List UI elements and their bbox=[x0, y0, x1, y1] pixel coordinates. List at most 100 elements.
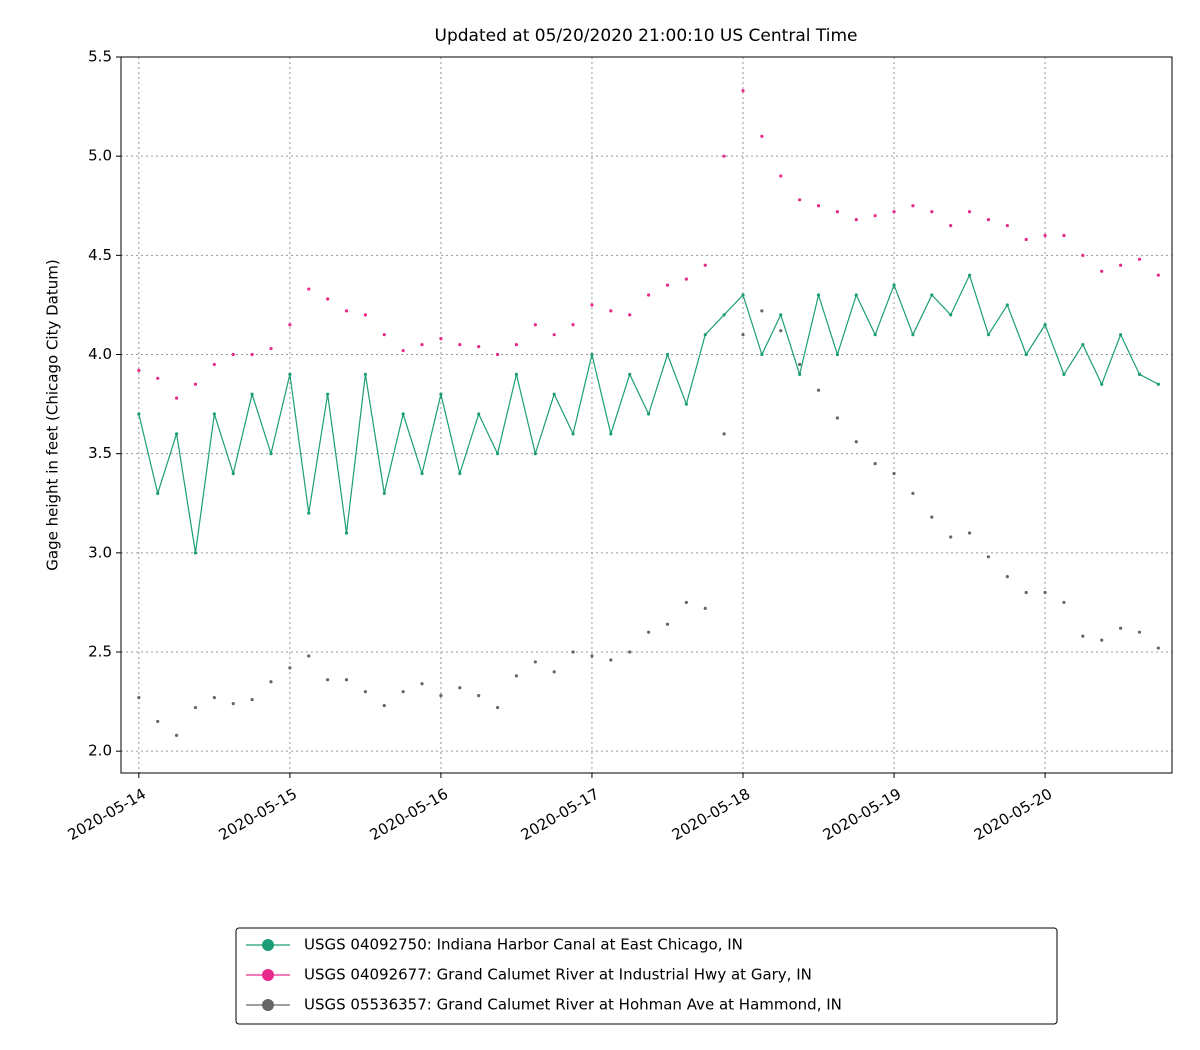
data-point bbox=[911, 204, 915, 208]
data-point bbox=[779, 313, 783, 317]
data-point bbox=[816, 293, 821, 297]
data-point bbox=[930, 293, 934, 297]
data-point bbox=[156, 491, 160, 495]
data-point bbox=[873, 461, 877, 466]
x-tick-label: 2020-05-17 bbox=[518, 785, 603, 844]
data-point bbox=[854, 218, 858, 222]
data-point bbox=[382, 703, 386, 708]
data-point bbox=[552, 392, 556, 396]
y-tick-label: 3.0 bbox=[88, 543, 112, 561]
data-point bbox=[458, 342, 462, 347]
legend-marker bbox=[262, 939, 274, 951]
data-point bbox=[816, 204, 821, 208]
data-point bbox=[250, 352, 254, 357]
data-point bbox=[533, 323, 537, 327]
data-point bbox=[930, 515, 934, 519]
data-point bbox=[174, 396, 179, 400]
legend-marker bbox=[262, 969, 274, 981]
data-point bbox=[684, 402, 688, 406]
data-point bbox=[269, 346, 273, 351]
data-point bbox=[1119, 263, 1123, 267]
data-point bbox=[835, 416, 840, 420]
data-point bbox=[477, 412, 481, 416]
data-point bbox=[760, 134, 764, 138]
data-point bbox=[269, 452, 273, 456]
legend-label: USGS 04092750: Indiana Harbor Canal at E… bbox=[304, 936, 743, 954]
data-point bbox=[1137, 372, 1142, 376]
data-point bbox=[514, 674, 519, 678]
data-point bbox=[1100, 382, 1104, 386]
data-point bbox=[590, 654, 594, 658]
data-point bbox=[344, 678, 349, 682]
data-point bbox=[571, 432, 575, 436]
data-point bbox=[1062, 233, 1066, 238]
data-point bbox=[1024, 352, 1028, 357]
data-point bbox=[326, 678, 330, 682]
data-point bbox=[174, 733, 179, 737]
data-point bbox=[156, 376, 160, 380]
data-point bbox=[986, 333, 991, 337]
data-point bbox=[288, 372, 292, 376]
data-point bbox=[760, 309, 764, 313]
data-point bbox=[439, 694, 443, 698]
data-point bbox=[609, 658, 613, 662]
data-point bbox=[911, 333, 915, 337]
data-point bbox=[949, 313, 953, 317]
data-point bbox=[986, 555, 991, 559]
data-point bbox=[363, 313, 367, 317]
data-point bbox=[873, 333, 877, 337]
data-point bbox=[552, 333, 556, 337]
data-point bbox=[835, 352, 840, 357]
data-point bbox=[665, 283, 670, 287]
legend-marker bbox=[262, 999, 274, 1011]
data-point bbox=[382, 333, 386, 337]
data-point bbox=[609, 309, 613, 313]
data-point bbox=[1156, 273, 1160, 277]
data-point bbox=[1119, 333, 1123, 337]
data-point bbox=[798, 362, 802, 367]
data-point bbox=[722, 313, 726, 317]
plot-frame bbox=[120, 56, 1173, 774]
data-point bbox=[1005, 223, 1009, 228]
data-point bbox=[307, 654, 311, 658]
data-point bbox=[231, 471, 235, 476]
data-point bbox=[288, 323, 292, 327]
data-point bbox=[401, 412, 405, 416]
data-point bbox=[646, 412, 651, 416]
data-point bbox=[495, 452, 500, 456]
data-point bbox=[722, 154, 726, 158]
data-point bbox=[949, 535, 953, 539]
data-point bbox=[477, 694, 481, 698]
data-point bbox=[646, 293, 651, 297]
data-point bbox=[495, 705, 500, 710]
data-point bbox=[854, 293, 858, 297]
data-point bbox=[193, 382, 198, 386]
data-point bbox=[609, 432, 613, 436]
data-point bbox=[986, 218, 991, 222]
y-axis-label: Gage height in feet (Chicago City Datum) bbox=[44, 259, 62, 570]
data-point bbox=[646, 630, 651, 634]
data-point bbox=[571, 650, 575, 654]
data-point bbox=[514, 372, 519, 376]
data-point bbox=[1119, 626, 1123, 630]
data-point bbox=[231, 352, 235, 357]
data-point bbox=[1156, 382, 1160, 386]
data-point bbox=[779, 329, 783, 333]
y-tick-label: 4.5 bbox=[88, 246, 112, 264]
data-point bbox=[514, 342, 519, 347]
data-point bbox=[401, 690, 405, 694]
data-point bbox=[798, 198, 802, 202]
data-point bbox=[892, 283, 896, 287]
plot-area bbox=[137, 89, 1160, 737]
data-point bbox=[967, 531, 972, 535]
legend-label: USGS 04092677: Grand Calumet River at In… bbox=[304, 966, 812, 984]
data-point bbox=[1024, 237, 1028, 242]
data-point bbox=[741, 89, 745, 93]
data-point bbox=[741, 293, 745, 297]
legend-box bbox=[235, 927, 1058, 1025]
data-point bbox=[137, 412, 141, 416]
data-point bbox=[1024, 590, 1028, 595]
data-point bbox=[552, 670, 556, 674]
data-point bbox=[250, 392, 254, 396]
data-point bbox=[665, 622, 670, 626]
